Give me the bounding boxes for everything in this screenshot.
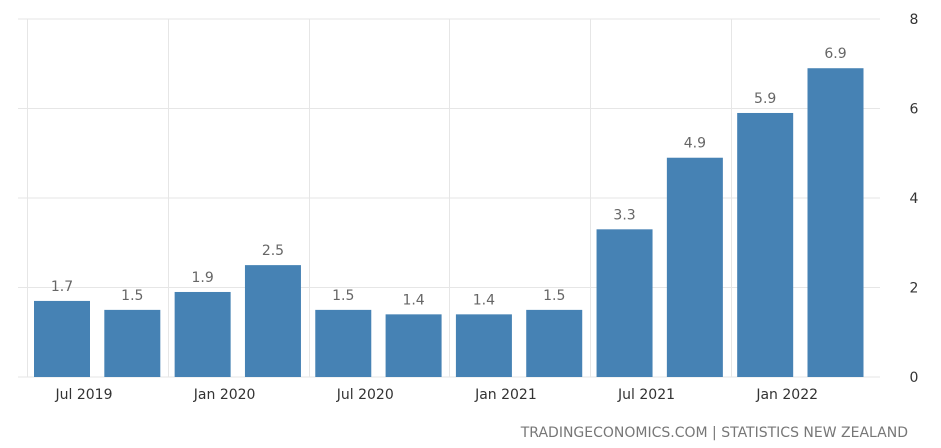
data-label: 1.5 xyxy=(121,288,143,304)
x-tick-label: Jan 2021 xyxy=(474,387,537,403)
source-credit: TRADINGECONOMICS.COM | STATISTICS NEW ZE… xyxy=(520,425,908,441)
x-tick-label: Jan 2022 xyxy=(755,387,818,403)
data-label: 5.9 xyxy=(754,91,776,107)
x-tick-label: Jul 2019 xyxy=(55,387,113,403)
bar xyxy=(174,291,231,377)
bar xyxy=(244,265,301,377)
bar xyxy=(315,309,372,377)
data-label: 1.5 xyxy=(543,288,565,304)
data-label: 1.7 xyxy=(51,279,73,295)
gridlines xyxy=(18,18,880,378)
data-labels: 1.7 1.5 1.9 2.5 1.5 1.4 1.4 1.5 3.3 4.9 5.9 6.9 xyxy=(51,46,847,308)
x-tick-label: Jan 2020 xyxy=(193,387,256,403)
bar xyxy=(385,314,442,377)
bar xyxy=(526,309,583,377)
data-label: 6.9 xyxy=(824,46,846,62)
data-label: 1.9 xyxy=(192,270,214,286)
y-tick-label: 6 xyxy=(910,102,919,118)
y-tick-label: 2 xyxy=(910,281,919,297)
bar xyxy=(34,300,90,377)
bar xyxy=(737,112,794,377)
data-label: 3.3 xyxy=(613,207,635,223)
bar xyxy=(807,68,864,377)
bars xyxy=(34,68,864,377)
data-label: 2.5 xyxy=(262,243,284,259)
bar xyxy=(104,309,161,377)
y-tick-label: 8 xyxy=(910,12,919,28)
data-label: 4.9 xyxy=(684,136,706,152)
y-axis-tick-labels: 0 2 4 6 8 xyxy=(910,12,919,386)
x-tick-label: Jul 2020 xyxy=(336,387,394,403)
data-label: 1.4 xyxy=(473,292,495,308)
data-label: 1.4 xyxy=(402,292,424,308)
y-tick-label: 0 xyxy=(910,370,919,386)
bar xyxy=(666,157,723,377)
data-label: 1.5 xyxy=(332,288,354,304)
x-tick-label: Jul 2021 xyxy=(617,387,675,403)
bar xyxy=(455,314,512,377)
bar xyxy=(596,229,653,377)
x-axis-tick-labels: Jul 2019 Jan 2020 Jul 2020 Jan 2021 Jul 2021… xyxy=(55,387,819,403)
y-tick-label: 4 xyxy=(910,191,919,207)
